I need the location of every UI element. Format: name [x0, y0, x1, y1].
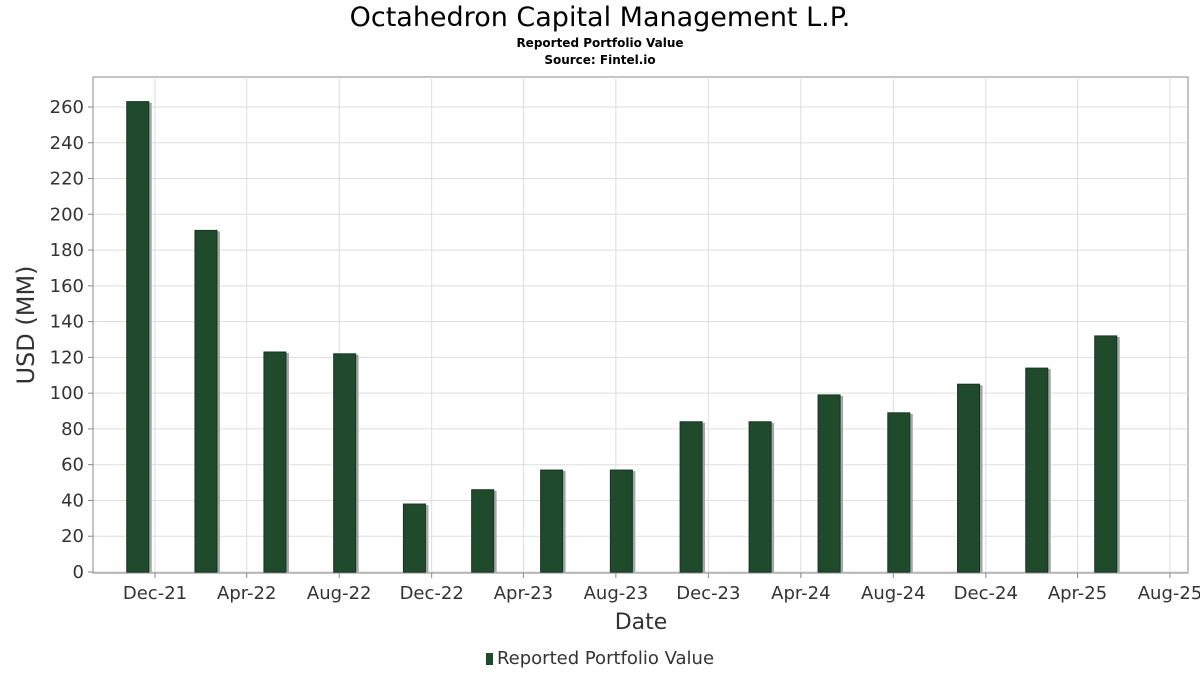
bar [471, 489, 495, 573]
y-tick-label: 60 [61, 455, 84, 476]
legend-swatch [485, 653, 493, 665]
chart-subtitle: Reported Portfolio Value [516, 36, 684, 50]
bar [609, 469, 633, 573]
x-tick-label: Apr-23 [494, 583, 553, 604]
chart-source: Source: Fintel.io [544, 53, 656, 67]
y-tick-label: 260 [50, 97, 84, 118]
chart-title: Octahedron Capital Management L.P. [349, 2, 851, 33]
bar [1094, 335, 1118, 573]
x-tick-label: Apr-24 [771, 583, 830, 604]
bar [748, 421, 772, 573]
y-tick-label: 40 [61, 490, 84, 511]
y-tick-label: 240 [50, 133, 84, 154]
y-tick-label: 20 [61, 526, 84, 547]
x-tick-label: Dec-21 [123, 583, 187, 604]
x-tick-label: Aug-24 [861, 583, 926, 604]
bar [402, 503, 426, 573]
x-tick-label: Dec-24 [954, 583, 1018, 604]
y-tick-label: 0 [73, 562, 84, 583]
x-tick-label: Aug-25 [1138, 583, 1200, 604]
bar [333, 353, 357, 573]
y-tick-label: 120 [50, 347, 84, 368]
x-tick-label: Dec-22 [400, 583, 464, 604]
y-tick-label: 80 [61, 419, 84, 440]
bar [957, 383, 981, 573]
x-tick-label: Aug-23 [584, 583, 649, 604]
y-axis-title: USD (MM) [12, 265, 40, 384]
y-tick-label: 200 [50, 204, 84, 225]
y-tick-label: 100 [50, 383, 84, 404]
y-tick-label: 220 [50, 169, 84, 190]
bar [126, 101, 150, 573]
bar [194, 229, 218, 573]
chart-legend: Reported Portfolio Value [0, 648, 1200, 669]
plot-area [92, 76, 1189, 574]
bar [887, 412, 911, 573]
bar [1025, 367, 1049, 573]
bar [263, 351, 287, 573]
y-tick-label: 180 [50, 240, 84, 261]
y-tick-label: 140 [50, 312, 84, 333]
x-tick-label: Aug-22 [307, 583, 372, 604]
bar [540, 469, 564, 573]
bar [679, 421, 703, 573]
x-axis-title: Date [615, 610, 668, 635]
x-tick-label: Dec-23 [676, 583, 740, 604]
x-tick-label: Apr-22 [217, 583, 276, 604]
legend-label: Reported Portfolio Value [496, 648, 715, 669]
bar [817, 394, 841, 573]
y-tick-label: 160 [50, 276, 84, 297]
x-tick-label: Apr-25 [1048, 583, 1107, 604]
